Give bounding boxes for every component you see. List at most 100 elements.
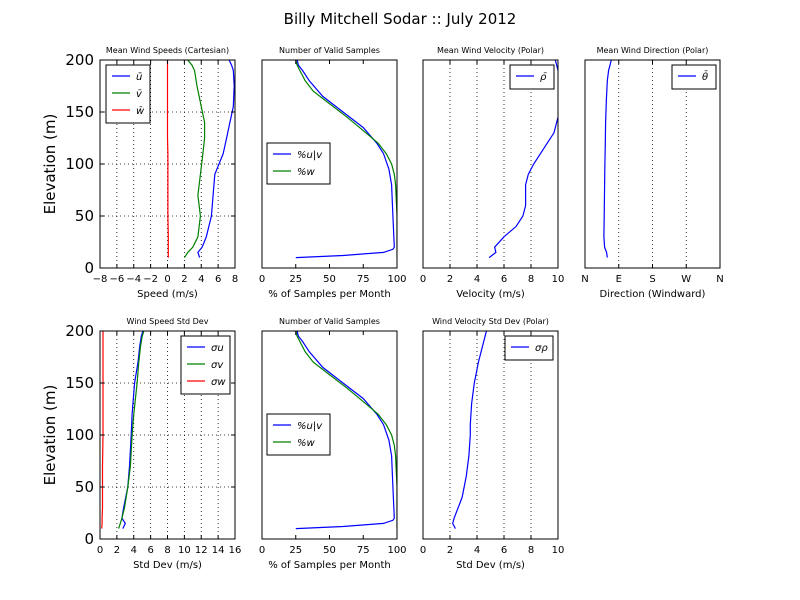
x-tick-label: 50 <box>323 274 336 285</box>
y-tick-label: 50 <box>75 207 94 225</box>
x-tick-label: 10 <box>552 274 565 285</box>
x-axis-label: Speed (m/s) <box>137 289 198 300</box>
x-tick-label: 8 <box>528 274 534 285</box>
x-tick-label: W <box>681 274 691 285</box>
legend-label: v̄ <box>136 89 143 100</box>
figure-title: Billy Mitchell Sodar :: July 2012 <box>284 10 517 28</box>
y-axis-label: Elevation (m) <box>41 114 59 215</box>
series-line <box>295 60 397 258</box>
x-tick-label: 2 <box>114 545 120 556</box>
x-tick-label: 8 <box>164 545 170 556</box>
y-tick-label: 0 <box>84 259 94 277</box>
panel-title: Wind Speed Std Dev <box>127 317 209 326</box>
legend-box <box>509 64 555 90</box>
series-line <box>166 60 169 258</box>
y-tick-label: 100 <box>65 155 94 173</box>
x-tick-label: 0 <box>259 274 265 285</box>
legend-label: σw <box>211 377 226 388</box>
x-tick-label: 75 <box>357 545 370 556</box>
panel-p6: 0 25 50 75 100 Number of Valid Samples % of Sa… <box>259 317 407 571</box>
legend-box <box>671 64 717 90</box>
x-tick-label: −2 <box>143 274 158 285</box>
x-tick-label: 4 <box>131 545 137 556</box>
x-tick-label: 25 <box>289 545 302 556</box>
legend-label: %u|v <box>297 421 323 432</box>
axes-frame <box>422 59 559 269</box>
legend-box <box>266 142 331 185</box>
x-tick-label: 8 <box>528 545 534 556</box>
y-axis-label: Elevation (m) <box>41 385 59 486</box>
x-tick-label: 25 <box>289 274 302 285</box>
x-tick-label: 2 <box>447 545 453 556</box>
x-tick-label: 100 <box>387 545 406 556</box>
series-line <box>295 331 397 529</box>
x-tick-label: 2 <box>447 274 453 285</box>
series-line <box>101 331 104 529</box>
x-tick-label: 12 <box>195 545 208 556</box>
x-tick-label: 16 <box>229 545 242 556</box>
x-tick-label: −4 <box>126 274 141 285</box>
x-tick-label: 4 <box>474 545 480 556</box>
legend-label: %u|v <box>297 150 323 161</box>
x-tick-label: −6 <box>110 274 125 285</box>
series-line <box>452 331 487 529</box>
x-tick-label: 8 <box>232 274 238 285</box>
x-tick-label: 6 <box>501 545 507 556</box>
x-tick-label: 10 <box>552 545 565 556</box>
panel-title: Mean Wind Speeds (Cartesian) <box>106 46 229 55</box>
panel-p7: 0 2 4 6 8 10 Wind Velocity Std Dev (Polar) Std … <box>420 317 565 571</box>
x-tick-label: 6 <box>215 274 221 285</box>
series-line <box>295 331 395 530</box>
x-axis-label: Std Dev (m/s) <box>456 560 525 571</box>
series-line <box>183 60 206 258</box>
legend-box <box>180 335 231 395</box>
x-tick-label: 4 <box>198 274 204 285</box>
y-tick-label: 150 <box>65 103 94 121</box>
x-tick-label: N <box>716 274 723 285</box>
x-axis-label: Std Dev (m/s) <box>133 560 202 571</box>
x-tick-label: 10 <box>178 545 191 556</box>
y-tick-label: 0 <box>84 530 94 548</box>
x-tick-label: 0 <box>420 545 426 556</box>
x-tick-label: 4 <box>474 274 480 285</box>
x-tick-label: 14 <box>212 545 225 556</box>
x-axis-label: Direction (Windward) <box>600 289 706 300</box>
x-tick-label: 50 <box>323 545 336 556</box>
axes-frame <box>422 330 559 540</box>
x-tick-label: 0 <box>259 545 265 556</box>
legend-label: σρ <box>535 343 548 354</box>
legend-label: σv <box>211 360 224 371</box>
y-tick-label: 200 <box>65 51 94 69</box>
panel-title: Mean Wind Direction (Polar) <box>597 46 709 55</box>
x-tick-label: 6 <box>147 545 153 556</box>
legend-label: θ̄ <box>702 70 708 83</box>
panel-title: Mean Wind Velocity (Polar) <box>437 46 544 55</box>
panel-title: Wind Velocity Std Dev (Polar) <box>432 317 549 326</box>
x-tick-label: 2 <box>181 274 187 285</box>
legend-label: %w <box>297 438 316 449</box>
y-tick-label: 200 <box>65 322 94 340</box>
x-tick-label: N <box>581 274 588 285</box>
y-tick-label: 100 <box>65 426 94 444</box>
panel-title: Number of Valid Samples <box>279 317 380 326</box>
legend-label: %w <box>297 167 316 178</box>
legend-box <box>266 413 331 456</box>
legend-box <box>105 64 151 124</box>
legend-label: w̄ <box>136 106 145 117</box>
x-axis-label: % of Samples per Month <box>268 289 391 300</box>
legend-label: σu <box>211 343 224 354</box>
x-tick-label: 0 <box>420 274 426 285</box>
series-line <box>118 331 145 529</box>
x-tick-label: 0 <box>164 274 170 285</box>
panel-p2: 0 25 50 75 100 Number of Valid Samples % of Sa… <box>259 46 407 300</box>
series-line <box>603 60 612 258</box>
y-tick-label: 50 <box>75 478 94 496</box>
x-tick-label: 6 <box>501 274 507 285</box>
x-tick-label: 100 <box>387 274 406 285</box>
x-tick-label: 75 <box>357 274 370 285</box>
x-axis-label: % of Samples per Month <box>268 560 391 571</box>
